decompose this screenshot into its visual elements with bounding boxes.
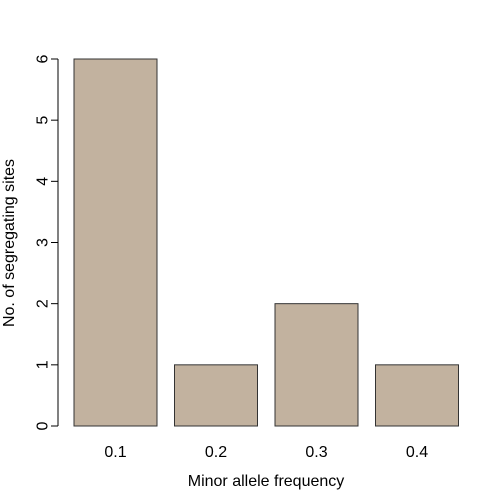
bars-group <box>73 58 459 427</box>
y-axis: 0 1 2 3 4 5 6 <box>35 54 59 430</box>
x-axis-title: Minor allele frequency <box>188 473 345 490</box>
x-tick-label: 0.4 <box>406 444 428 461</box>
bar-0.2 <box>174 364 258 427</box>
bar-0.3 <box>274 303 359 427</box>
x-tick-label: 0.3 <box>305 444 327 461</box>
y-tick-label: 3 <box>35 238 52 247</box>
x-axis-labels: 0.1 0.2 0.3 0.4 <box>104 444 428 461</box>
y-tick-label: 2 <box>35 299 52 308</box>
x-tick-label: 0.2 <box>205 444 227 461</box>
bar-0.4 <box>375 364 459 427</box>
x-tick-label: 0.1 <box>104 444 126 461</box>
bar-0.1 <box>73 58 158 427</box>
y-tick-label: 6 <box>35 54 52 63</box>
y-axis-title: No. of segregating sites <box>1 159 18 327</box>
y-tick-label: 4 <box>35 177 52 186</box>
y-tick-label: 5 <box>35 116 52 125</box>
y-tick-label: 1 <box>35 360 52 369</box>
y-tick-label: 0 <box>35 421 52 430</box>
